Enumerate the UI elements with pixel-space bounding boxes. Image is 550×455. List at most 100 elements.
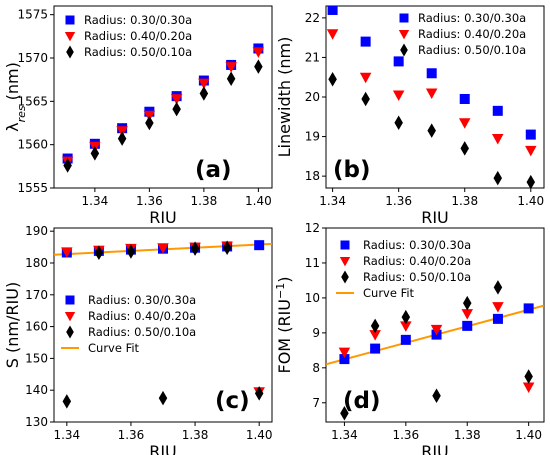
y-tick-label: 21	[305, 50, 320, 64]
legend-marker	[398, 29, 410, 40]
y-axis-label-sub: res	[15, 105, 28, 122]
square-point	[426, 68, 437, 79]
diamond-point	[199, 86, 209, 101]
y-tick-label: 11	[305, 256, 320, 270]
diamond-point	[460, 141, 469, 156]
legend-label: Radius: 0.40/0.20a	[84, 29, 192, 43]
diamond-point	[361, 91, 370, 107]
x-tick-label: 1.36	[118, 428, 145, 442]
x-tick-label: 1.38	[182, 428, 209, 442]
y-tick-label: 160	[25, 320, 48, 334]
data-layer	[61, 43, 265, 173]
y-axis-label: λres (nm)	[3, 62, 28, 132]
y-tick-label: 8	[312, 361, 320, 375]
y-tick-label: 19	[305, 130, 320, 144]
diamond-point	[62, 394, 72, 409]
x-tick-label: 1.40	[517, 194, 544, 208]
legend-label: Radius: 0.50/0.10a	[84, 45, 192, 59]
legend-label: Radius: 0.50/0.10a	[418, 43, 526, 57]
y-tick-label: 140	[25, 383, 48, 397]
triangle-point	[225, 62, 237, 73]
panel-b: 1.34 1.36 1.38 1.40 18 19 20 21 22 RIU Linewidth (…	[275, 5, 545, 227]
diamond-point	[158, 390, 168, 406]
diamond-point	[427, 123, 436, 138]
triangle-point	[170, 94, 183, 105]
diamond-point	[328, 71, 337, 87]
y-axis-label-unit: )	[275, 277, 294, 283]
triangle-point	[400, 321, 412, 332]
legend-marker	[66, 45, 74, 59]
diamond-point	[94, 245, 104, 261]
data-layer	[54, 240, 272, 409]
diamond-point	[90, 146, 100, 161]
y-tick-label: 18	[305, 169, 320, 183]
y-axis-label-main: λ	[3, 122, 22, 131]
diamond-point	[254, 59, 263, 74]
diamond-point	[222, 240, 232, 255]
square-point	[254, 240, 265, 251]
legend-label: Curve Fit	[363, 286, 415, 300]
diamond-point	[63, 158, 72, 173]
legend-label: Radius: 0.50/0.10a	[363, 270, 471, 284]
triangle-point	[492, 302, 504, 313]
triangle-point	[392, 90, 405, 102]
diamond-point	[394, 115, 403, 130]
x-axis-label: RIU	[421, 442, 449, 455]
y-tick-label: 150	[25, 351, 48, 365]
x-tick-label: 1.34	[331, 428, 358, 442]
legend-marker	[66, 325, 74, 339]
panel-label: (a)	[195, 157, 232, 183]
triangle-point	[338, 347, 351, 359]
panel-c: 1.34 1.36 1.38 1.40 130 140 150 160 170 180 190 RIU…	[3, 224, 273, 455]
triangle-point	[359, 72, 372, 84]
triangle-point	[461, 309, 473, 320]
x-axis-label: RIU	[149, 442, 177, 455]
y-tick-label: 22	[305, 11, 320, 25]
plot-frame	[325, 227, 545, 423]
square-point	[360, 36, 371, 47]
square-point	[492, 313, 503, 324]
panel-label: (c)	[215, 388, 250, 414]
x-tick-label: 1.40	[515, 428, 542, 442]
legend-marker	[340, 240, 350, 250]
diamond-point	[226, 71, 236, 87]
square-point	[327, 6, 338, 15]
square-point	[370, 343, 381, 354]
diamond-point	[370, 318, 380, 334]
square-point	[459, 93, 470, 104]
x-tick-label: 1.36	[392, 428, 419, 442]
legend-label: Radius: 0.40/0.20a	[363, 254, 471, 268]
legend-label: Radius: 0.30/0.30a	[363, 238, 471, 252]
square-point	[523, 303, 534, 314]
x-tick-label: 1.38	[454, 428, 481, 442]
triangle-point	[252, 47, 265, 58]
y-tick-label: 12	[305, 221, 320, 235]
y-axis-label: Linewidth (nm)	[275, 37, 294, 158]
panel-label: (d)	[343, 388, 381, 414]
triangle-point	[61, 247, 73, 258]
panel-d: 1.34 1.36 1.38 1.40 7 8 9 10 11 12 RIU FOM (RIU−1) R…	[274, 221, 545, 455]
diamond-point	[526, 174, 536, 188]
diamond-point	[172, 101, 181, 117]
legend-label: Radius: 0.30/0.30a	[84, 13, 192, 27]
data-layer	[326, 6, 537, 188]
y-tick-label: 1560	[17, 138, 48, 152]
diamond-point	[145, 115, 154, 131]
plot-frame	[53, 227, 273, 423]
x-axis-label: RIU	[149, 208, 177, 227]
legend-label: Radius: 0.30/0.30a	[418, 11, 526, 25]
triangle-point	[458, 118, 471, 129]
square-point	[339, 354, 350, 365]
triangle-point	[522, 382, 535, 394]
y-tick-label: 7	[312, 396, 320, 410]
square-point	[525, 129, 536, 140]
triangle-point	[492, 134, 504, 145]
square-point	[462, 320, 473, 331]
diamond-point	[126, 244, 136, 259]
legend-label: Radius: 0.40/0.20a	[418, 27, 526, 41]
diamond-point	[432, 388, 441, 404]
x-tick-label: 1.34	[319, 194, 346, 208]
panel-a: 1.34 1.36 1.38 1.40 1555 1560 1565 1570 1575 RIU λ…	[3, 5, 273, 227]
diamond-point	[462, 295, 472, 311]
